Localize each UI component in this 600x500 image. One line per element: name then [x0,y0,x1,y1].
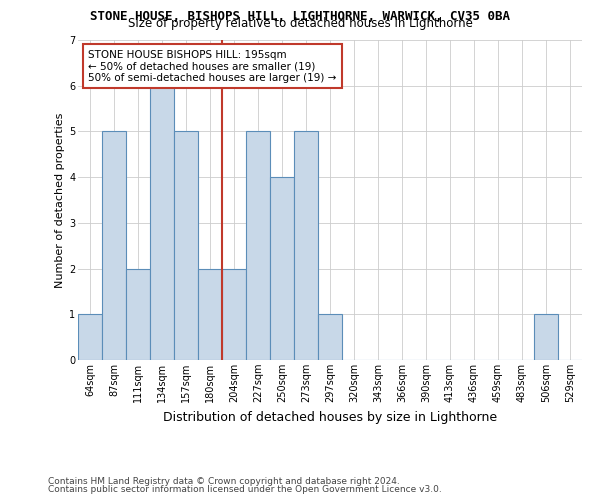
Bar [270,177,294,360]
Bar [78,314,102,360]
Bar [174,132,198,360]
Text: STONE HOUSE, BISHOPS HILL, LIGHTHORNE, WARWICK, CV35 0BA: STONE HOUSE, BISHOPS HILL, LIGHTHORNE, W… [90,10,510,23]
Bar [246,132,270,360]
Text: Size of property relative to detached houses in Lighthorne: Size of property relative to detached ho… [128,18,472,30]
Bar [126,268,150,360]
Bar [102,132,126,360]
Text: STONE HOUSE BISHOPS HILL: 195sqm
← 50% of detached houses are smaller (19)
50% o: STONE HOUSE BISHOPS HILL: 195sqm ← 50% o… [88,50,337,83]
Bar [294,132,318,360]
Bar [534,314,558,360]
Text: Contains HM Land Registry data © Crown copyright and database right 2024.: Contains HM Land Registry data © Crown c… [48,477,400,486]
Bar [318,314,342,360]
X-axis label: Distribution of detached houses by size in Lighthorne: Distribution of detached houses by size … [163,410,497,424]
Bar [222,268,246,360]
Bar [150,86,174,360]
Bar [198,268,222,360]
Y-axis label: Number of detached properties: Number of detached properties [55,112,65,288]
Text: Contains public sector information licensed under the Open Government Licence v3: Contains public sector information licen… [48,485,442,494]
